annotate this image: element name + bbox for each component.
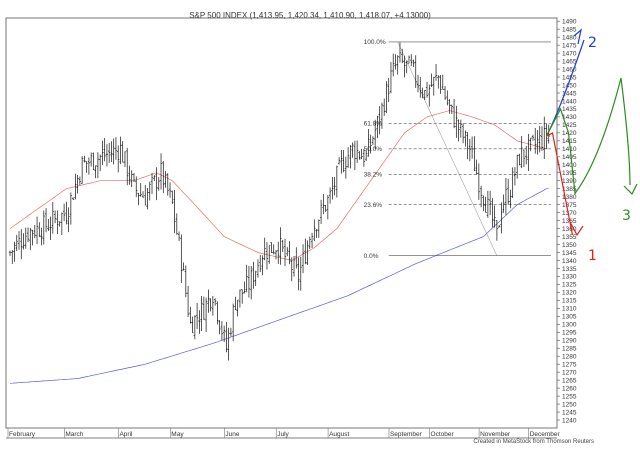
fib-level-label: 100.0%	[364, 39, 386, 46]
y-tick-label: 1480	[562, 34, 577, 41]
scenario-3-label: 3	[622, 208, 631, 224]
scenario-1-label: 1	[588, 248, 597, 264]
y-tick-label: 1310	[562, 306, 577, 313]
y-tick-label: 1270	[562, 369, 577, 376]
y-tick-label: 1250	[562, 401, 577, 408]
y-tick-label: 1370	[562, 210, 577, 217]
fib-trend-line	[397, 41, 498, 256]
y-tick-label: 1350	[562, 242, 577, 249]
y-tick-label: 1325	[562, 282, 577, 289]
x-tick-label: March	[65, 431, 83, 438]
y-tick-label: 1450	[562, 82, 577, 89]
y-tick-label: 1440	[562, 98, 577, 105]
y-tick-label: 1240	[562, 417, 577, 424]
scenario-2-arrow-icon	[573, 28, 582, 45]
y-tick-label: 1295	[562, 330, 577, 337]
scenario-2-label: 2	[588, 35, 597, 51]
y-tick-label: 1455	[562, 74, 577, 81]
y-tick-label: 1375	[562, 202, 577, 209]
scenario-3-path	[545, 77, 631, 196]
y-tick-label: 1410	[562, 146, 577, 153]
y-tick-label: 1280	[562, 354, 577, 361]
y-tick-label: 1400	[562, 162, 577, 169]
y-tick-label: 1320	[562, 290, 577, 297]
y-tick-label: 1260	[562, 385, 577, 392]
x-tick-label: April	[119, 431, 133, 438]
y-tick-label: 1390	[562, 178, 577, 185]
y-tick-label: 1345	[562, 250, 577, 257]
y-tick-label: 1460	[562, 66, 577, 73]
y-tick-label: 1290	[562, 338, 577, 345]
y-tick-label: 1470	[562, 50, 577, 57]
fib-level-label: 38.2%	[364, 172, 383, 179]
credit-text: Created in MetaStock from Thomson Reuter…	[473, 439, 594, 445]
y-tick-label: 1255	[562, 393, 577, 400]
x-tick-label: November	[480, 431, 511, 438]
y-tick-label: 1275	[562, 361, 577, 368]
y-tick-label: 1355	[562, 234, 577, 241]
x-tick-label: February	[9, 431, 36, 438]
y-tick-label: 1315	[562, 298, 577, 305]
y-tick-label: 1485	[562, 26, 577, 33]
x-tick-label: December	[530, 431, 561, 438]
y-tick-label: 1475	[562, 42, 577, 49]
scenario-1-path	[546, 132, 574, 236]
x-tick-label: September	[390, 431, 423, 438]
fib-level-label: 61.8%	[364, 121, 383, 128]
y-tick-label: 1385	[562, 186, 577, 193]
y-tick-label: 1430	[562, 114, 577, 121]
x-tick-label: October	[431, 431, 455, 438]
y-tick-label: 1300	[562, 322, 577, 329]
y-tick-label: 1405	[562, 154, 577, 161]
y-tick-label: 1465	[562, 58, 577, 65]
y-tick-label: 1420	[562, 130, 577, 137]
y-tick-label: 1330	[562, 274, 577, 281]
y-tick-label: 1245	[562, 409, 577, 416]
y-tick-label: 1335	[562, 266, 577, 273]
moving-average-long-line	[9, 188, 549, 384]
x-tick-label: July	[277, 431, 289, 438]
y-tick-label: 1395	[562, 170, 577, 177]
x-tick-label: June	[225, 431, 239, 438]
chart-title: S&P 500 INDEX (1,413.95, 1,420.34, 1,410…	[189, 11, 431, 20]
x-tick-label: August	[329, 431, 349, 438]
y-tick-label: 1380	[562, 194, 577, 201]
y-tick-label: 1265	[562, 377, 577, 384]
y-tick-label: 1435	[562, 106, 577, 113]
scenario-3-arrow-icon	[623, 183, 638, 196]
y-tick-label: 1425	[562, 122, 577, 129]
y-tick-label: 1490	[562, 18, 577, 25]
y-tick-label: 1445	[562, 90, 577, 97]
y-tick-label: 1305	[562, 314, 577, 321]
plot-frame	[5, 17, 558, 429]
scenario-1-arrow-icon	[569, 221, 584, 237]
y-tick-label: 1340	[562, 258, 577, 265]
fib-level-label: 0.0%	[364, 253, 379, 260]
moving-average-line	[9, 110, 549, 261]
fib-level-label: 23.6%	[364, 202, 383, 209]
y-tick-label: 1285	[562, 346, 577, 353]
y-tick-label: 1360	[562, 226, 577, 233]
x-tick-label: May	[171, 431, 184, 438]
fib-level-label: 50.0%	[364, 146, 383, 153]
